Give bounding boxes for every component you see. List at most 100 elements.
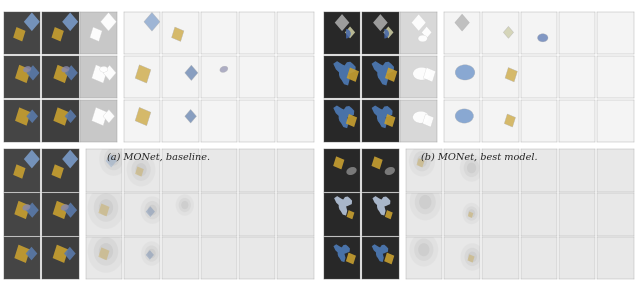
Polygon shape	[422, 114, 434, 127]
Ellipse shape	[467, 163, 476, 173]
Ellipse shape	[455, 109, 474, 123]
Polygon shape	[333, 156, 344, 169]
Polygon shape	[51, 164, 64, 179]
Polygon shape	[24, 12, 40, 31]
Ellipse shape	[23, 66, 31, 72]
Polygon shape	[384, 253, 394, 264]
Ellipse shape	[417, 155, 427, 167]
Polygon shape	[65, 65, 78, 80]
Ellipse shape	[413, 111, 429, 123]
Ellipse shape	[136, 163, 147, 176]
Polygon shape	[505, 67, 517, 82]
Polygon shape	[346, 29, 351, 40]
Polygon shape	[417, 158, 424, 168]
Polygon shape	[146, 206, 155, 217]
Polygon shape	[13, 27, 26, 41]
Polygon shape	[384, 114, 396, 127]
Polygon shape	[385, 67, 397, 82]
Ellipse shape	[61, 204, 68, 210]
Polygon shape	[135, 107, 151, 126]
Ellipse shape	[409, 146, 435, 176]
Ellipse shape	[22, 204, 31, 210]
Ellipse shape	[464, 159, 479, 177]
Ellipse shape	[385, 167, 395, 175]
Polygon shape	[51, 27, 64, 41]
Polygon shape	[372, 61, 394, 86]
Polygon shape	[333, 106, 354, 128]
Ellipse shape	[100, 66, 108, 72]
Polygon shape	[92, 65, 108, 83]
Polygon shape	[346, 114, 357, 127]
Ellipse shape	[220, 66, 228, 72]
Polygon shape	[371, 156, 383, 169]
Text: (b) MONet, best model.: (b) MONet, best model.	[420, 153, 538, 162]
Polygon shape	[373, 14, 388, 31]
Polygon shape	[92, 107, 108, 126]
Polygon shape	[100, 12, 116, 31]
Polygon shape	[372, 106, 392, 128]
Polygon shape	[65, 110, 76, 123]
Polygon shape	[53, 107, 69, 126]
Polygon shape	[15, 107, 31, 126]
Ellipse shape	[410, 184, 441, 221]
Polygon shape	[14, 201, 30, 219]
Polygon shape	[144, 12, 160, 31]
Ellipse shape	[460, 154, 483, 182]
Polygon shape	[52, 245, 68, 263]
Polygon shape	[333, 244, 350, 262]
Polygon shape	[468, 211, 474, 218]
Polygon shape	[53, 65, 69, 83]
Ellipse shape	[465, 206, 477, 221]
Ellipse shape	[141, 241, 162, 266]
Polygon shape	[26, 110, 38, 123]
Ellipse shape	[108, 152, 119, 166]
Polygon shape	[372, 196, 390, 216]
Polygon shape	[90, 27, 102, 41]
Ellipse shape	[88, 230, 124, 273]
Polygon shape	[64, 247, 76, 260]
Polygon shape	[26, 247, 37, 260]
Ellipse shape	[131, 158, 150, 181]
Text: (a) MONet, baseline.: (a) MONet, baseline.	[108, 153, 211, 162]
Ellipse shape	[148, 205, 157, 215]
Ellipse shape	[468, 209, 475, 218]
Polygon shape	[135, 65, 151, 83]
Polygon shape	[383, 26, 394, 38]
Ellipse shape	[141, 196, 164, 224]
Polygon shape	[103, 110, 115, 123]
Ellipse shape	[415, 190, 436, 214]
Polygon shape	[385, 29, 389, 40]
Polygon shape	[13, 164, 26, 179]
Polygon shape	[372, 244, 388, 262]
Polygon shape	[333, 61, 356, 86]
Ellipse shape	[181, 201, 188, 209]
Ellipse shape	[468, 252, 477, 262]
Ellipse shape	[93, 237, 118, 266]
Polygon shape	[385, 210, 393, 219]
Polygon shape	[135, 166, 144, 176]
Polygon shape	[347, 67, 359, 82]
Polygon shape	[106, 154, 117, 167]
Polygon shape	[185, 65, 198, 80]
Polygon shape	[64, 202, 77, 218]
Polygon shape	[345, 26, 355, 38]
Ellipse shape	[99, 199, 113, 216]
Polygon shape	[422, 26, 432, 38]
Ellipse shape	[418, 35, 428, 42]
Ellipse shape	[61, 66, 70, 72]
Ellipse shape	[104, 148, 124, 170]
Ellipse shape	[99, 142, 128, 176]
Polygon shape	[346, 210, 355, 219]
Ellipse shape	[455, 65, 475, 80]
Ellipse shape	[99, 243, 113, 260]
Ellipse shape	[147, 249, 156, 258]
Polygon shape	[467, 254, 475, 263]
Polygon shape	[62, 12, 78, 31]
Polygon shape	[503, 26, 513, 38]
Ellipse shape	[538, 34, 548, 42]
Polygon shape	[15, 65, 31, 83]
Ellipse shape	[410, 233, 438, 267]
Ellipse shape	[418, 243, 429, 256]
Ellipse shape	[127, 153, 156, 186]
Ellipse shape	[145, 245, 159, 262]
